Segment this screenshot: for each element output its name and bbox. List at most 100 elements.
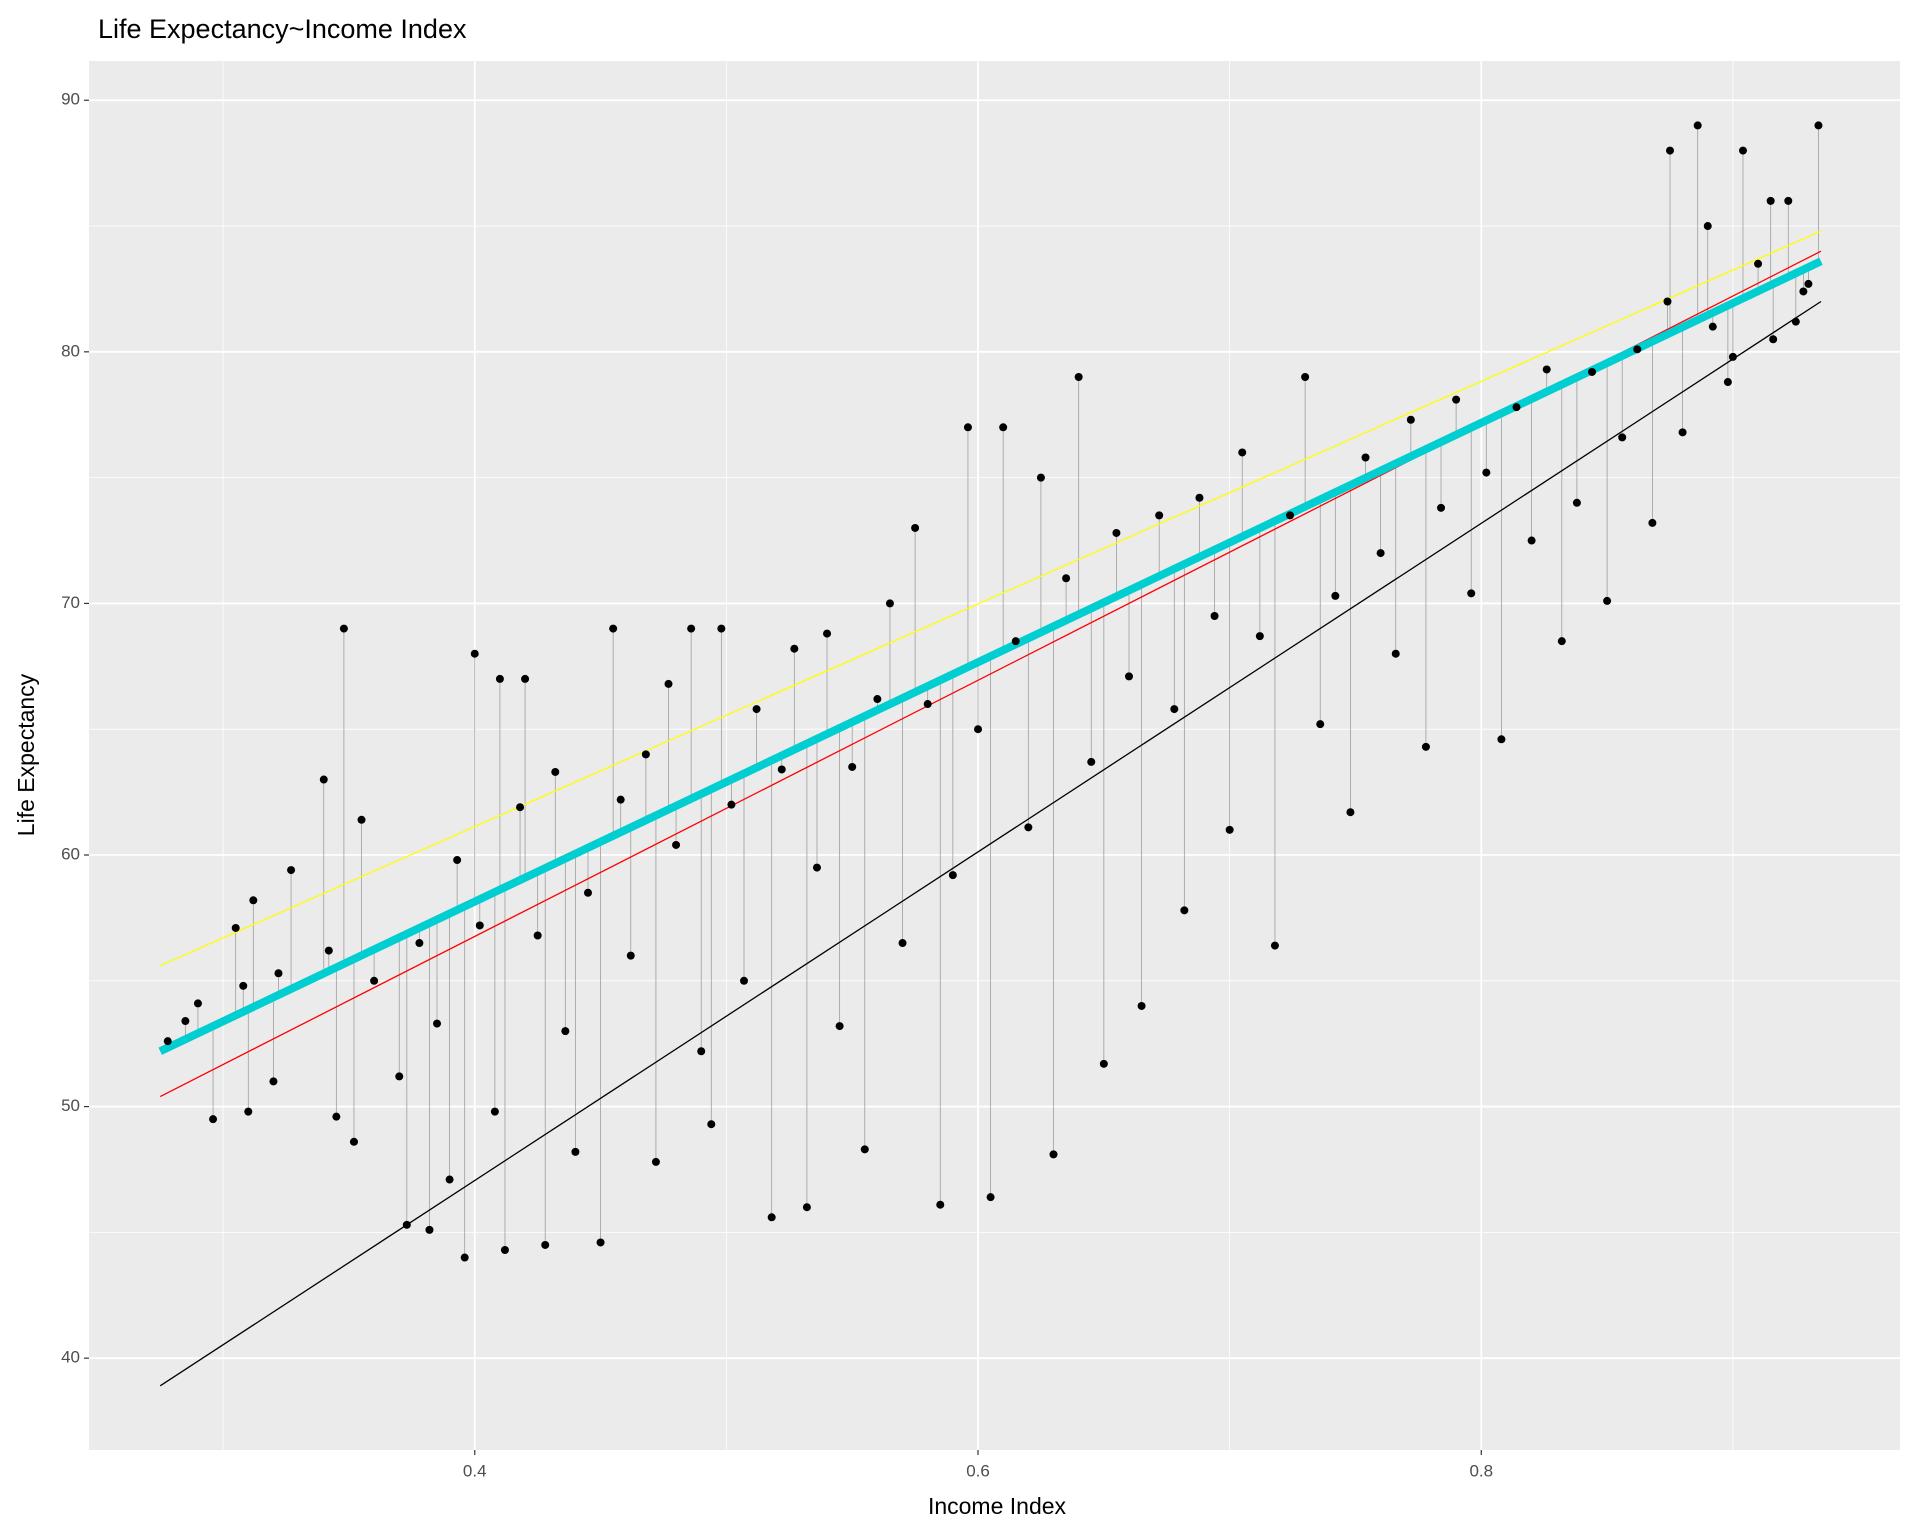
point xyxy=(269,1077,278,1086)
point xyxy=(357,815,366,824)
point xyxy=(402,1220,411,1229)
point xyxy=(1728,352,1737,361)
point xyxy=(1648,518,1657,527)
point xyxy=(697,1047,706,1056)
point xyxy=(1814,121,1823,130)
point xyxy=(1270,941,1279,950)
point xyxy=(1738,146,1747,155)
point xyxy=(860,1145,869,1154)
point xyxy=(1663,297,1672,306)
point xyxy=(986,1193,995,1202)
point xyxy=(1301,372,1310,381)
point xyxy=(1255,632,1264,641)
x-tick-label: 0.4 xyxy=(463,1461,487,1480)
point xyxy=(873,695,882,704)
point xyxy=(1557,637,1566,646)
point xyxy=(1588,367,1597,376)
point xyxy=(1482,468,1491,477)
point xyxy=(163,1037,172,1046)
point xyxy=(1754,259,1763,268)
point xyxy=(848,762,857,771)
point xyxy=(767,1213,776,1222)
point xyxy=(551,767,560,776)
point xyxy=(239,981,248,990)
point xyxy=(1346,808,1355,817)
point xyxy=(1804,279,1813,288)
point xyxy=(1049,1150,1058,1159)
y-tick-label: 40 xyxy=(61,1348,80,1367)
point xyxy=(425,1225,434,1234)
point xyxy=(596,1238,605,1247)
point xyxy=(885,599,894,608)
point xyxy=(1633,345,1642,354)
point xyxy=(1437,503,1446,512)
point xyxy=(1678,428,1687,437)
point xyxy=(1572,498,1581,507)
point xyxy=(1618,433,1627,442)
point xyxy=(641,750,650,759)
point xyxy=(739,976,748,985)
fit-line xyxy=(159,300,1822,1387)
point xyxy=(948,871,957,880)
point xyxy=(672,840,681,849)
point xyxy=(835,1022,844,1031)
point xyxy=(1406,415,1415,424)
point xyxy=(1766,196,1775,205)
point xyxy=(1467,589,1476,598)
point xyxy=(999,423,1008,432)
point xyxy=(1331,591,1340,600)
point xyxy=(571,1147,580,1156)
point xyxy=(963,423,972,432)
point xyxy=(1769,335,1778,344)
point xyxy=(1124,672,1133,681)
point xyxy=(1099,1059,1108,1068)
point xyxy=(193,999,202,1008)
point xyxy=(664,679,673,688)
point xyxy=(1225,825,1234,834)
fit-line xyxy=(159,230,1822,967)
point xyxy=(231,923,240,932)
point xyxy=(274,969,283,978)
point xyxy=(1452,395,1461,404)
point xyxy=(1195,493,1204,502)
point xyxy=(790,644,799,653)
point xyxy=(1036,473,1045,482)
point xyxy=(490,1107,499,1116)
point xyxy=(181,1017,190,1026)
point xyxy=(339,624,348,633)
x-axis-title: Income Index xyxy=(928,1493,1067,1519)
point xyxy=(470,649,479,658)
point xyxy=(244,1107,253,1116)
point xyxy=(1316,720,1325,729)
point xyxy=(1784,196,1793,205)
point xyxy=(626,951,635,960)
point xyxy=(911,523,920,532)
point xyxy=(433,1019,442,1028)
point xyxy=(516,803,525,812)
point xyxy=(475,921,484,930)
point xyxy=(1180,906,1189,915)
y-tick-label: 70 xyxy=(61,593,80,612)
point xyxy=(777,765,786,774)
point xyxy=(1170,705,1179,714)
point xyxy=(319,775,328,784)
point xyxy=(823,629,832,638)
point xyxy=(583,888,592,897)
point xyxy=(687,624,696,633)
point xyxy=(249,896,258,905)
point xyxy=(495,674,504,683)
point xyxy=(1087,757,1096,766)
point xyxy=(707,1120,716,1129)
point xyxy=(1693,121,1702,130)
point xyxy=(521,674,530,683)
point xyxy=(445,1175,454,1184)
x-tick-label: 0.6 xyxy=(966,1461,990,1480)
point xyxy=(349,1137,358,1146)
point xyxy=(923,700,932,709)
point xyxy=(651,1157,660,1166)
point xyxy=(1361,453,1370,462)
point xyxy=(1527,536,1536,545)
plot-panel xyxy=(89,61,1900,1450)
point xyxy=(1210,611,1219,620)
